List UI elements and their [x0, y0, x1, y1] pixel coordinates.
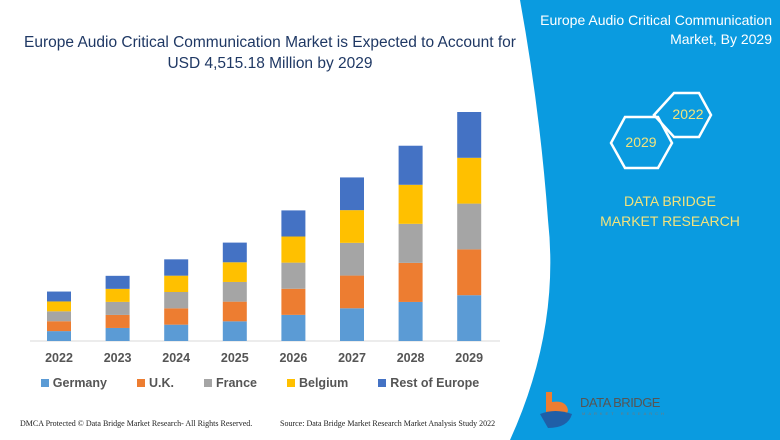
bar-2026-belgium	[281, 236, 306, 263]
x-tick-2027: 2027	[338, 351, 366, 365]
hex-label-2029: 2029	[625, 134, 657, 150]
legend-swatch	[286, 379, 295, 387]
bar-2028-germany	[398, 301, 423, 341]
legend-item: Rest of Europe	[378, 376, 479, 390]
bar-2025-u-k-	[222, 301, 247, 322]
bar-2029-u-k-	[457, 249, 482, 296]
bar-2023-belgium	[105, 288, 130, 302]
bar-2024-belgium	[164, 275, 189, 293]
legend-swatch	[136, 379, 145, 387]
legend-swatch	[40, 379, 49, 387]
x-tick-2028: 2028	[397, 351, 425, 365]
bar-2026-france	[281, 262, 306, 289]
bar-2022-germany	[47, 331, 71, 341]
legend-item: U.K.	[136, 376, 174, 390]
logo-subtext: MARKET RESEARCH	[582, 411, 667, 416]
bar-2029-france	[457, 203, 482, 250]
bar-2024-france	[164, 292, 189, 309]
chart-title: Europe Audio Critical Communication Mark…	[24, 34, 516, 72]
legend-label: Belgium	[298, 376, 349, 390]
bar-2027-u-k-	[340, 275, 364, 309]
bar-2028-belgium	[398, 184, 423, 224]
footer-copyright: DMCA Protected © Data Bridge Market Rese…	[20, 419, 253, 428]
bars	[47, 112, 482, 341]
footer-source: Source: Data Bridge Market Research Mark…	[280, 419, 496, 428]
logo-icon	[540, 392, 572, 428]
hexagon-2029	[609, 115, 674, 170]
legend-label: France	[215, 376, 257, 390]
bar-2029-rest-of-europe	[457, 112, 482, 158]
bar-2025-germany	[222, 321, 247, 341]
bar-2023-france	[105, 301, 130, 315]
legend-swatch	[203, 379, 212, 387]
bar-2025-rest-of-europe	[222, 242, 247, 263]
bar-2022-rest-of-europe	[47, 291, 71, 302]
bar-2026-rest-of-europe	[281, 210, 306, 237]
blue-panel	[510, 0, 780, 440]
bar-2027-france	[340, 242, 364, 276]
bar-2023-u-k-	[105, 314, 130, 328]
bar-2028-u-k-	[398, 262, 423, 302]
x-tick-2023: 2023	[104, 351, 132, 365]
panel-title: Europe Audio Critical Communication Mark…	[540, 12, 772, 47]
legend-swatch	[378, 379, 387, 387]
bar-2022-belgium	[47, 301, 71, 312]
legend-item: France	[203, 376, 257, 390]
x-tick-2024: 2024	[162, 351, 190, 365]
legend-item: Germany	[40, 376, 107, 390]
bar-2028-rest-of-europe	[398, 145, 423, 185]
x-tick-2022: 2022	[45, 351, 73, 365]
x-tick-2029: 2029	[455, 351, 483, 365]
bar-2029-belgium	[457, 157, 482, 204]
bar-2022-france	[47, 311, 71, 322]
hexagon-2022	[652, 91, 713, 139]
bar-2025-belgium	[222, 262, 247, 282]
bar-2023-rest-of-europe	[105, 275, 130, 289]
bar-2027-rest-of-europe	[340, 177, 364, 211]
legend-label: Germany	[52, 376, 107, 390]
x-tick-labels: 2022 2023 2024 2025 2026 2027 2028 2029	[45, 351, 483, 365]
legend-label: Rest of Europe	[390, 376, 480, 390]
bar-2022-u-k-	[47, 321, 71, 332]
legend-item: Belgium	[286, 376, 349, 390]
bar-2026-u-k-	[281, 288, 306, 315]
x-tick-2025: 2025	[221, 351, 249, 365]
bar-2027-germany	[340, 308, 364, 341]
bar-2024-rest-of-europe	[164, 259, 189, 276]
bar-2024-germany	[164, 324, 189, 341]
bar-2024-u-k-	[164, 308, 189, 325]
legend: Germany U.K. France Belgium Rest of Europe	[0, 376, 520, 390]
x-tick-2026: 2026	[279, 351, 307, 365]
legend-label: U.K.	[148, 376, 174, 390]
bar-2026-germany	[281, 314, 306, 341]
bar-2028-france	[398, 223, 423, 263]
logo-text: DATA BRIDGE	[580, 395, 660, 410]
brand-text: DATA BRIDGE MARKET RESEARCH	[600, 193, 740, 229]
bar-2027-belgium	[340, 210, 364, 243]
bar-2025-france	[222, 281, 247, 302]
bar-2029-germany	[457, 295, 482, 341]
bar-2023-germany	[105, 327, 130, 341]
hex-label-2022: 2022	[672, 106, 704, 122]
